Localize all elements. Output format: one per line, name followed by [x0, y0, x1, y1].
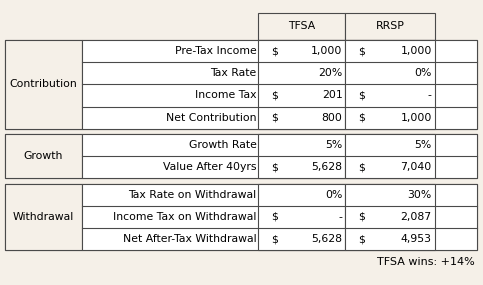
Bar	[82, 184, 477, 250]
Text: 7,040: 7,040	[400, 162, 432, 172]
Text: $: $	[271, 234, 278, 244]
Bar	[5, 134, 477, 178]
Text: $: $	[271, 162, 278, 172]
Text: 0%: 0%	[325, 190, 342, 200]
Text: 5%: 5%	[325, 140, 342, 150]
Text: -: -	[339, 212, 342, 222]
Text: 0%: 0%	[414, 68, 432, 78]
Text: Income Tax: Income Tax	[195, 90, 256, 101]
Bar	[345, 40, 435, 129]
Bar	[82, 40, 477, 129]
Text: 20%: 20%	[318, 68, 342, 78]
Text: $: $	[358, 162, 365, 172]
Text: Growth: Growth	[24, 151, 63, 161]
Text: Pre-Tax Income: Pre-Tax Income	[175, 46, 256, 56]
Text: Tax Rate: Tax Rate	[210, 68, 256, 78]
Bar	[258, 40, 345, 129]
Text: 5%: 5%	[414, 140, 432, 150]
Bar	[345, 13, 435, 40]
Text: Net Contribution: Net Contribution	[166, 113, 256, 123]
Bar	[345, 134, 435, 178]
Text: TFSA wins: +14%: TFSA wins: +14%	[377, 257, 475, 267]
Text: 5,628: 5,628	[312, 234, 342, 244]
Bar	[345, 184, 435, 250]
Text: Tax Rate on Withdrawal: Tax Rate on Withdrawal	[128, 190, 256, 200]
Text: Withdrawal: Withdrawal	[13, 212, 74, 222]
Text: $: $	[358, 212, 365, 222]
Bar	[5, 40, 82, 129]
Text: Net After-Tax Withdrawal: Net After-Tax Withdrawal	[123, 234, 256, 244]
Text: $: $	[358, 90, 365, 101]
Bar	[258, 134, 345, 178]
Text: $: $	[271, 212, 278, 222]
Bar	[258, 184, 345, 250]
Text: 201: 201	[322, 90, 342, 101]
Text: 1,000: 1,000	[400, 113, 432, 123]
Text: Value After 40yrs: Value After 40yrs	[163, 162, 256, 172]
Text: 5,628: 5,628	[312, 162, 342, 172]
Text: 800: 800	[322, 113, 342, 123]
Bar	[5, 40, 477, 129]
Text: 2,087: 2,087	[401, 212, 432, 222]
Text: $: $	[271, 46, 278, 56]
Text: 1,000: 1,000	[400, 46, 432, 56]
Bar	[258, 13, 345, 40]
Text: -: -	[428, 90, 432, 101]
Bar	[5, 184, 82, 250]
Text: $: $	[358, 113, 365, 123]
Text: $: $	[358, 234, 365, 244]
Text: $: $	[358, 46, 365, 56]
Text: $: $	[271, 113, 278, 123]
Bar	[82, 134, 477, 178]
Text: Growth Rate: Growth Rate	[188, 140, 256, 150]
Text: 30%: 30%	[408, 190, 432, 200]
Text: 1,000: 1,000	[311, 46, 342, 56]
Text: Income Tax on Withdrawal: Income Tax on Withdrawal	[113, 212, 256, 222]
Text: $: $	[271, 90, 278, 101]
Bar	[5, 184, 477, 250]
Text: Contribution: Contribution	[10, 79, 77, 89]
Text: RRSP: RRSP	[376, 21, 404, 31]
Text: TFSA: TFSA	[288, 21, 315, 31]
Bar	[5, 134, 82, 178]
Text: 4,953: 4,953	[401, 234, 432, 244]
